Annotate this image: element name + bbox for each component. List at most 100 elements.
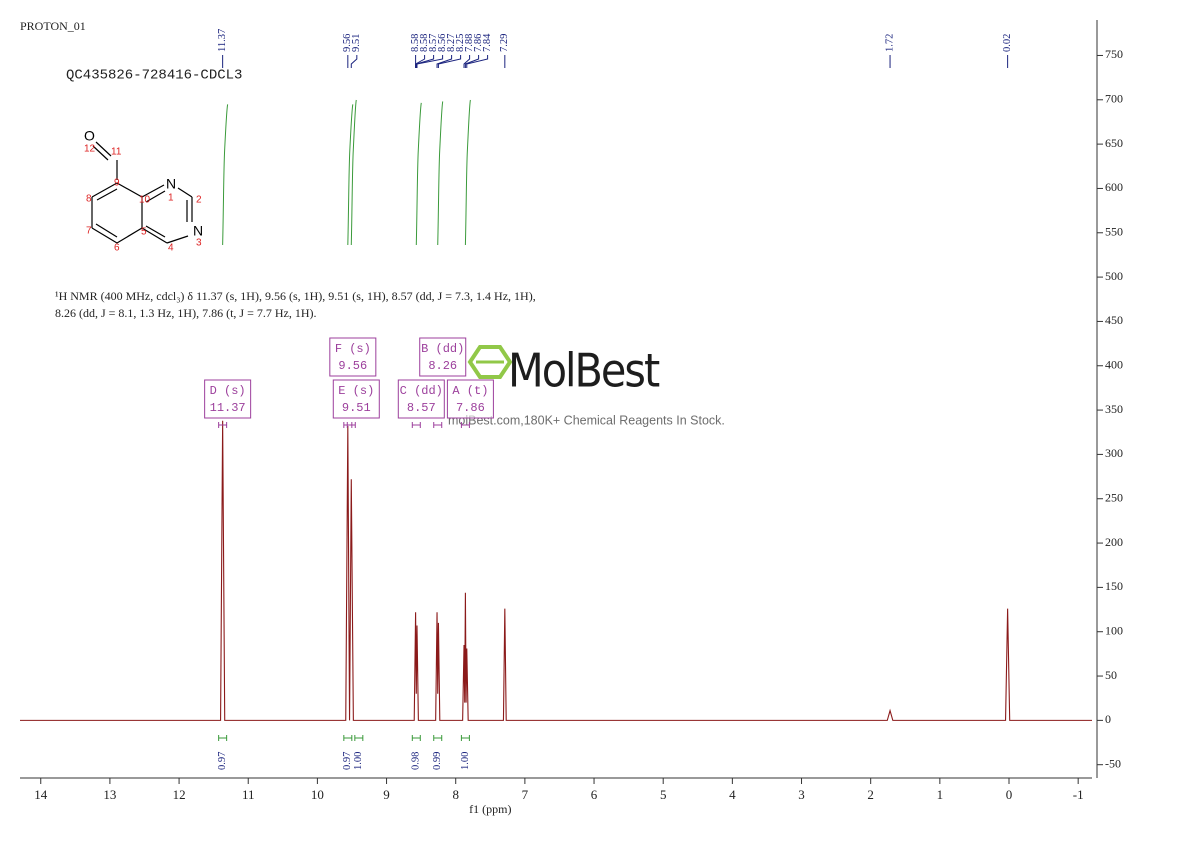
peak-connector xyxy=(350,55,358,68)
integral-curve xyxy=(415,102,422,246)
atom-number: 7 xyxy=(86,226,92,237)
x-axis-label: f1 (ppm) xyxy=(469,802,511,816)
x-tick-label: 7 xyxy=(522,787,529,802)
x-tick-label: 14 xyxy=(34,787,48,802)
logo xyxy=(467,345,513,379)
atom-number: 8 xyxy=(86,194,92,205)
integral-range xyxy=(433,735,443,741)
integral-range xyxy=(343,735,353,741)
peak-label: 7.84 xyxy=(482,33,493,52)
x-tick-label: 11 xyxy=(242,787,255,802)
integral-range xyxy=(460,735,470,741)
bond xyxy=(145,225,166,238)
peak-label: 8.58 xyxy=(419,34,430,52)
integral-range xyxy=(218,735,228,741)
peak-connector xyxy=(463,55,471,68)
multiplet-box xyxy=(419,337,467,377)
peak-label: 9.51 xyxy=(351,34,362,52)
bond xyxy=(95,141,112,157)
x-tick-label: 9 xyxy=(383,787,390,802)
multiplet-shift: 8.57 xyxy=(407,401,436,415)
peak-label: 8.25 xyxy=(455,34,466,52)
multiplet-name: F (s) xyxy=(335,342,371,356)
x-tick-label: 4 xyxy=(729,787,736,802)
y-tick-label: 300 xyxy=(1105,446,1123,460)
multiplet-range xyxy=(218,422,228,428)
atom-label: N xyxy=(166,176,176,192)
y-tick-label: 0 xyxy=(1105,712,1111,726)
multiplet-box xyxy=(446,379,494,419)
plot: 14 13 12 11 10 9 8 7 6 5 4 3 2 1 0 -1f1 (ppm)-500501001… xyxy=(20,20,1123,816)
bond xyxy=(92,145,109,161)
integral-label: 1.00 xyxy=(353,752,364,770)
experiment-id: PROTON_01 xyxy=(20,19,86,33)
peak-label: 8.58 xyxy=(410,34,421,52)
multiplet-name: D (s) xyxy=(210,384,246,398)
atom-number: 3 xyxy=(196,238,202,249)
x-tick-label: 12 xyxy=(173,787,186,802)
atom-number: 11 xyxy=(111,147,122,158)
y-tick-label: 600 xyxy=(1105,180,1123,194)
description: 8.26 (dd, J = 8.1, 1.3 Hz, 1H), 7.86 (t,… xyxy=(55,306,317,320)
atom-number: 10 xyxy=(139,195,151,206)
description: ¹H NMR (400 MHz, cdcl₃) δ 11.37 (s, 1H),… xyxy=(55,289,536,303)
multiplet-box xyxy=(329,337,377,377)
multiplet-box xyxy=(397,379,445,419)
y-tick-label: 150 xyxy=(1105,579,1123,593)
atom-number: 9 xyxy=(114,178,120,189)
multiplet-shift: 8.26 xyxy=(428,359,457,373)
integral-label: 1.00 xyxy=(460,752,471,770)
peak-label: 7.29 xyxy=(499,34,510,52)
integral-label: 0.97 xyxy=(342,752,353,770)
multiplet-box xyxy=(332,379,380,419)
multiplet-range xyxy=(411,422,421,428)
multiplet-name: A (t) xyxy=(452,384,488,398)
atom-label: O xyxy=(84,128,95,144)
peak-connector xyxy=(415,55,435,68)
peak-connector xyxy=(415,55,426,68)
atom-number: 4 xyxy=(168,243,174,254)
peak-label: 7.86 xyxy=(473,34,484,52)
bond xyxy=(116,182,143,198)
structure: O 12 11 9 10 N 1 2 N 3 4 5 6 7 8 xyxy=(84,128,203,254)
peak-label: 9.56 xyxy=(342,34,353,52)
y-tick-label: 250 xyxy=(1105,490,1123,504)
multiplet-range xyxy=(346,422,356,428)
y-tick-label: 650 xyxy=(1105,136,1123,150)
peak-connector xyxy=(436,55,453,68)
multiplet-name: C (dd) xyxy=(400,384,443,398)
watermark: MolBest molBest.com,180K+ Chemical Reage… xyxy=(448,344,725,428)
bond xyxy=(145,190,166,203)
multiplet-name: E (s) xyxy=(338,384,374,398)
atom-number: 1 xyxy=(168,193,174,204)
y-tick-label: 450 xyxy=(1105,313,1123,327)
peak-label: 0.02 xyxy=(1002,34,1013,52)
bond xyxy=(166,235,189,244)
integral-curve xyxy=(347,104,354,246)
multiplet-shift: 9.51 xyxy=(342,401,371,415)
integral-label: 0.97 xyxy=(217,752,228,770)
x-tick-label: 1 xyxy=(937,787,944,802)
integral-range xyxy=(354,735,364,741)
peak-label: 8.27 xyxy=(446,34,457,52)
peak-label: 11.37 xyxy=(217,29,228,52)
bond xyxy=(91,182,118,198)
atom-number: 5 xyxy=(141,227,147,238)
y-tick-label: 350 xyxy=(1105,402,1123,416)
y-tick-label: 50 xyxy=(1105,668,1117,682)
bond xyxy=(141,184,165,198)
y-tick-label: 100 xyxy=(1105,623,1123,637)
multiplet-range xyxy=(433,422,443,428)
bond xyxy=(116,227,143,244)
multiplet-name: B (dd) xyxy=(421,342,464,356)
x-tick-label: 2 xyxy=(867,787,874,802)
peak-label: 1.72 xyxy=(884,34,895,52)
bond xyxy=(96,188,118,201)
multiplet-shift: 11.37 xyxy=(210,401,246,415)
integral-curve xyxy=(350,99,357,246)
y-tick-label: 750 xyxy=(1105,47,1123,61)
peak-label: 8.56 xyxy=(437,34,448,52)
multiplet-box xyxy=(204,379,252,419)
y-tick-label: 400 xyxy=(1105,358,1123,372)
